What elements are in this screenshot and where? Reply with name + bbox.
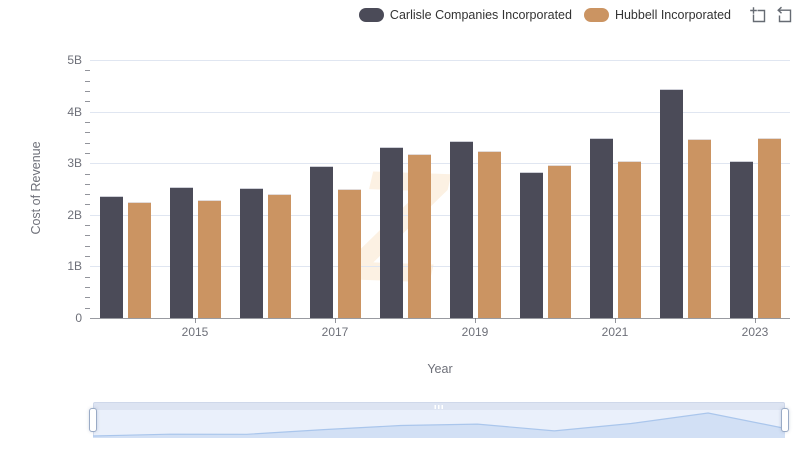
legend-item-carlisle[interactable]: Carlisle Companies Incorporated [358, 7, 572, 22]
y-minor-tick [85, 101, 90, 103]
y-minor-tick [85, 245, 90, 247]
bar-hubbell-2020[interactable] [547, 164, 571, 318]
gridline [90, 60, 790, 61]
bar-hubbell-2021[interactable] [617, 161, 641, 318]
legend-label-hubbell: Hubbell Incorporated [614, 7, 731, 22]
bar-hubbell-2017[interactable] [337, 189, 361, 318]
bar-carlisle-2017[interactable] [309, 166, 333, 318]
bar-carlisle-2014[interactable] [99, 195, 123, 318]
y-minor-tick [85, 297, 90, 299]
y-minor-tick [85, 152, 90, 154]
y-minor-tick [85, 204, 90, 206]
y-minor-tick [85, 173, 90, 175]
bar-carlisle-2020[interactable] [519, 171, 543, 318]
x-axis-tick [755, 318, 756, 323]
bar-carlisle-2022[interactable] [659, 89, 683, 318]
y-minor-tick [85, 194, 90, 196]
bar-carlisle-2021[interactable] [589, 137, 613, 318]
x-axis-tick [195, 318, 196, 323]
legend: Carlisle Companies Incorporated Hubbell … [358, 6, 792, 23]
y-minor-tick [85, 225, 90, 227]
x-tick-label: 2019 [461, 325, 489, 339]
y-tick-label: 2B [67, 207, 82, 222]
y-minor-tick [85, 183, 90, 185]
bar-hubbell-2023[interactable] [757, 137, 781, 318]
bar-carlisle-2018[interactable] [379, 147, 403, 318]
x-tick-label: 2021 [601, 325, 629, 339]
datazoom-move-handle[interactable] [93, 402, 785, 410]
y-minor-tick [85, 90, 90, 92]
bar-hubbell-2015[interactable] [197, 199, 221, 318]
bar-carlisle-2015[interactable] [169, 187, 193, 318]
y-tick-label: 5B [67, 53, 82, 67]
x-tick-label: 2015 [181, 325, 209, 339]
y-tick-label: 1B [67, 259, 82, 274]
datazoom-grip-icon [434, 405, 444, 409]
bar-hubbell-2018[interactable] [407, 153, 431, 318]
y-minor-tick [85, 276, 90, 278]
gridline [90, 266, 790, 268]
restore-icon[interactable] [775, 6, 792, 23]
toolbox [749, 6, 792, 23]
y-minor-tick [85, 287, 90, 289]
gridline [90, 163, 790, 165]
x-axis-tick [475, 318, 476, 323]
x-axis-line [90, 318, 790, 319]
bar-hubbell-2014[interactable] [127, 202, 151, 318]
y-minor-tick [85, 235, 90, 237]
x-tick-label: 2023 [741, 325, 769, 339]
x-axis-title: Year [427, 362, 453, 376]
y-minor-tick [85, 307, 90, 309]
x-axis-tick [335, 318, 336, 323]
y-tick-label: 3B [67, 156, 82, 171]
y-minor-tick [85, 142, 90, 144]
gridline [90, 111, 790, 113]
bar-hubbell-2022[interactable] [687, 138, 711, 318]
legend-label-carlisle: Carlisle Companies Incorporated [389, 7, 572, 22]
bar-hubbell-2019[interactable] [477, 150, 501, 318]
zoom-select-icon[interactable] [749, 6, 766, 23]
datazoom-data-shadow [93, 412, 785, 438]
x-tick-label: 2017 [321, 325, 349, 339]
plot-area: Z [90, 60, 790, 319]
x-axis-tick [615, 318, 616, 323]
y-minor-tick [85, 256, 90, 258]
bar-carlisle-2023[interactable] [729, 160, 753, 318]
datazoom-right-handle[interactable] [781, 408, 789, 432]
datazoom-slider[interactable] [89, 402, 789, 438]
legend-swatch-carlisle [358, 7, 384, 22]
y-minor-tick [85, 132, 90, 134]
y-minor-tick [85, 80, 90, 82]
bar-hubbell-2016[interactable] [267, 194, 291, 318]
datazoom-left-handle[interactable] [89, 408, 97, 432]
bar-carlisle-2019[interactable] [449, 140, 473, 318]
y-tick-label: 0 [75, 311, 82, 325]
bar-carlisle-2016[interactable] [239, 187, 263, 318]
y-minor-tick [85, 70, 90, 72]
gridline [90, 214, 790, 216]
legend-item-hubbell[interactable]: Hubbell Incorporated [583, 7, 731, 22]
y-tick-label: 4B [67, 104, 82, 119]
legend-swatch-hubbell [583, 7, 609, 22]
y-minor-tick [85, 121, 90, 123]
